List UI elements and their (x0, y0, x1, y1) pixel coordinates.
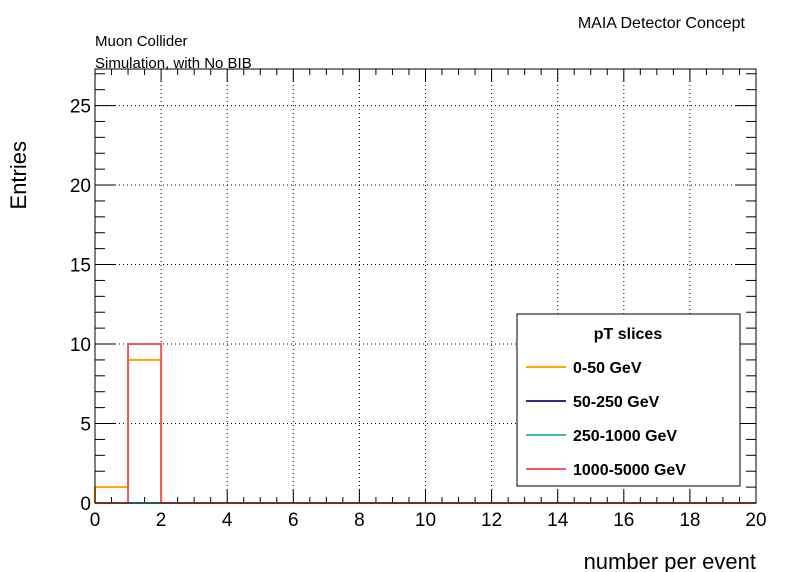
x-tick-label: 0 (90, 510, 101, 531)
y-tick-label: 25 (70, 97, 91, 118)
y-tick-label: 20 (70, 176, 91, 197)
collider-label: Muon Collider (95, 33, 188, 50)
legend: pT slices 0-50 GeV 50-250 GeV 250-1000 GeV… (516, 313, 741, 487)
x-tick-label: 4 (222, 510, 233, 531)
grid-lines (95, 69, 756, 503)
tick-labels: 0 2 4 6 8 10 12 14 16 18 20 0 5 10 15 20 25 (70, 97, 767, 531)
y-tick-label: 15 (70, 256, 91, 277)
x-tick-label: 6 (288, 510, 299, 531)
y-tick-label: 0 (80, 494, 91, 515)
legend-title: pT slices (594, 326, 663, 343)
x-tick-label: 12 (481, 510, 502, 531)
x-axis-label: number per event (584, 549, 756, 572)
plot-frame (94, 68, 757, 504)
x-tick-label: 18 (679, 510, 700, 531)
legend-entry-label: 1000-5000 GeV (573, 462, 686, 479)
legend-entry-label: 250-1000 GeV (573, 428, 677, 445)
x-tick-label: 8 (354, 510, 365, 531)
x-tick-label: 20 (745, 510, 766, 531)
y-axis-label: Entries (6, 141, 31, 209)
simulation-label: Simulation, with No BIB (95, 55, 252, 72)
y-tick-label: 5 (80, 415, 91, 436)
x-tick-label: 10 (415, 510, 436, 531)
legend-entry-label: 50-250 GeV (573, 394, 660, 411)
experiment-label: MAIA Detector Concept (578, 15, 746, 32)
legend-entry-label: 0-50 GeV (573, 360, 642, 377)
x-tick-label: 16 (613, 510, 634, 531)
x-tick-label: 2 (156, 510, 167, 531)
x-tick-label: 14 (547, 510, 569, 531)
y-tick-label: 10 (70, 335, 91, 356)
